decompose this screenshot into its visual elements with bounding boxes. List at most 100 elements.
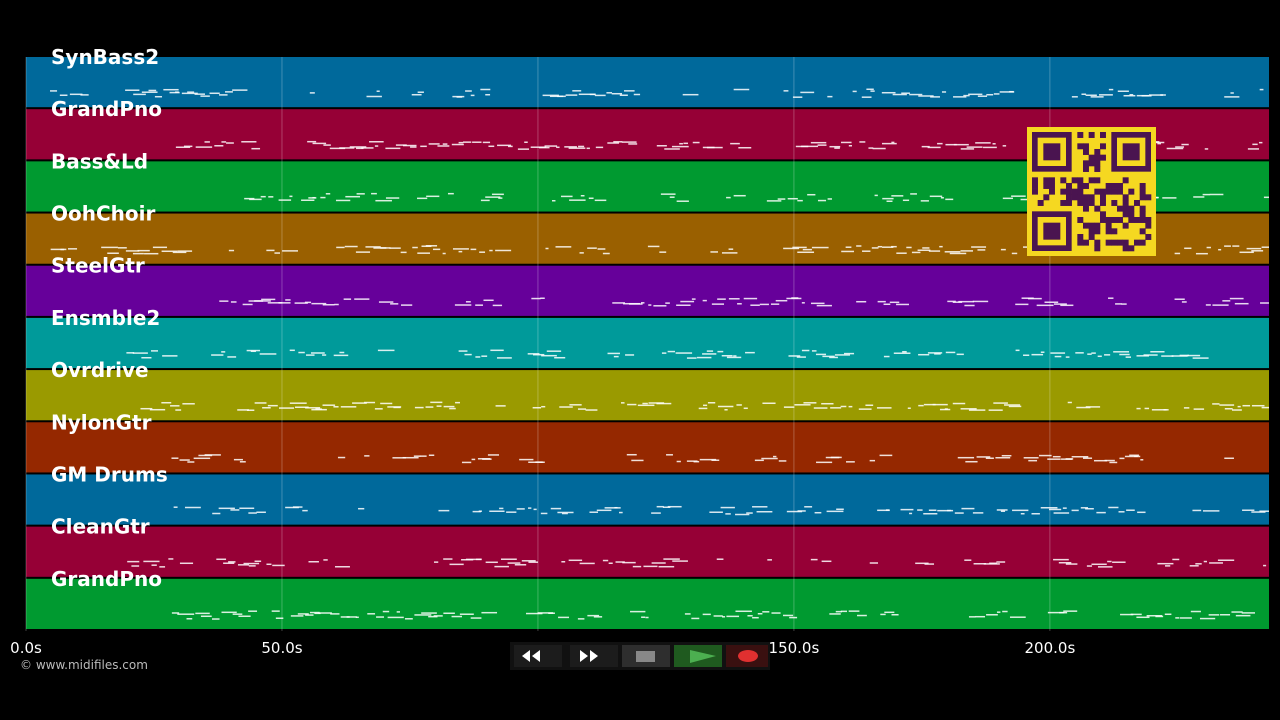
note [1242,404,1251,407]
note [385,197,400,199]
note [791,297,799,299]
note [334,566,350,568]
note [902,199,910,202]
note [956,353,964,356]
note [292,506,303,508]
note [619,94,628,96]
note [1175,617,1180,619]
note [1260,302,1269,304]
tick-label: 150.0s [769,639,820,657]
note [364,401,376,404]
qr-module [1094,149,1101,155]
note [413,455,421,457]
note [162,355,178,357]
note [1001,454,1012,457]
note [430,401,443,404]
note [992,143,996,145]
note [1108,506,1119,509]
note [752,506,768,508]
note [227,356,237,358]
note [479,251,486,253]
note [458,250,463,253]
note [633,93,641,96]
qr-module [1049,188,1055,195]
play-button[interactable] [674,645,722,667]
note [261,298,276,301]
stop-button[interactable] [622,645,670,667]
note [107,252,119,254]
note [1229,297,1244,300]
note [548,612,555,614]
note [298,351,305,354]
note [924,563,935,565]
note [869,459,876,462]
note [470,617,482,619]
qr-module [1083,194,1089,201]
note [400,251,407,254]
note [380,247,391,249]
note [614,506,618,509]
note [366,95,382,98]
note [945,351,956,354]
note [254,560,262,563]
note [395,144,407,146]
note [532,406,542,409]
note [985,457,994,459]
track-name: SynBass2 [51,45,159,69]
note [880,613,886,616]
note [952,301,963,303]
note [918,404,924,407]
note [487,454,500,456]
note [309,92,315,94]
note [218,507,235,510]
note [481,355,488,357]
rewind-button[interactable] [514,645,562,667]
note [396,611,401,613]
note [137,249,150,252]
fast-forward-button[interactable] [570,645,618,667]
note [630,610,646,613]
note [975,142,991,144]
note [285,299,291,301]
note [239,461,246,463]
note [816,304,832,307]
note [1104,459,1115,462]
note [593,616,603,618]
note [568,147,586,149]
record-button[interactable] [726,645,768,667]
note [1241,612,1256,614]
note [680,300,695,303]
note [659,251,667,253]
note [608,562,613,564]
note [840,610,848,613]
note [939,245,943,248]
note [762,402,776,405]
note [1119,457,1125,460]
note [643,565,658,568]
note [472,141,482,143]
note [374,145,379,147]
note [579,562,595,565]
track-name: CleanGtr [51,515,150,539]
note [337,456,346,459]
time-grid [25,57,1051,631]
note [1172,558,1180,561]
note [717,405,734,408]
note [1060,304,1074,307]
note [928,509,937,512]
note [1195,252,1208,255]
note [1052,455,1061,458]
note [497,144,512,147]
track-name: SteelGtr [51,254,145,278]
note [171,612,180,614]
note [322,404,336,406]
note [928,250,941,252]
note [1002,610,1008,613]
note [1049,508,1062,511]
note [702,353,717,355]
note [1109,461,1118,464]
track-row [26,474,1269,525]
note [417,252,430,254]
note [1230,92,1234,94]
note [389,247,401,249]
